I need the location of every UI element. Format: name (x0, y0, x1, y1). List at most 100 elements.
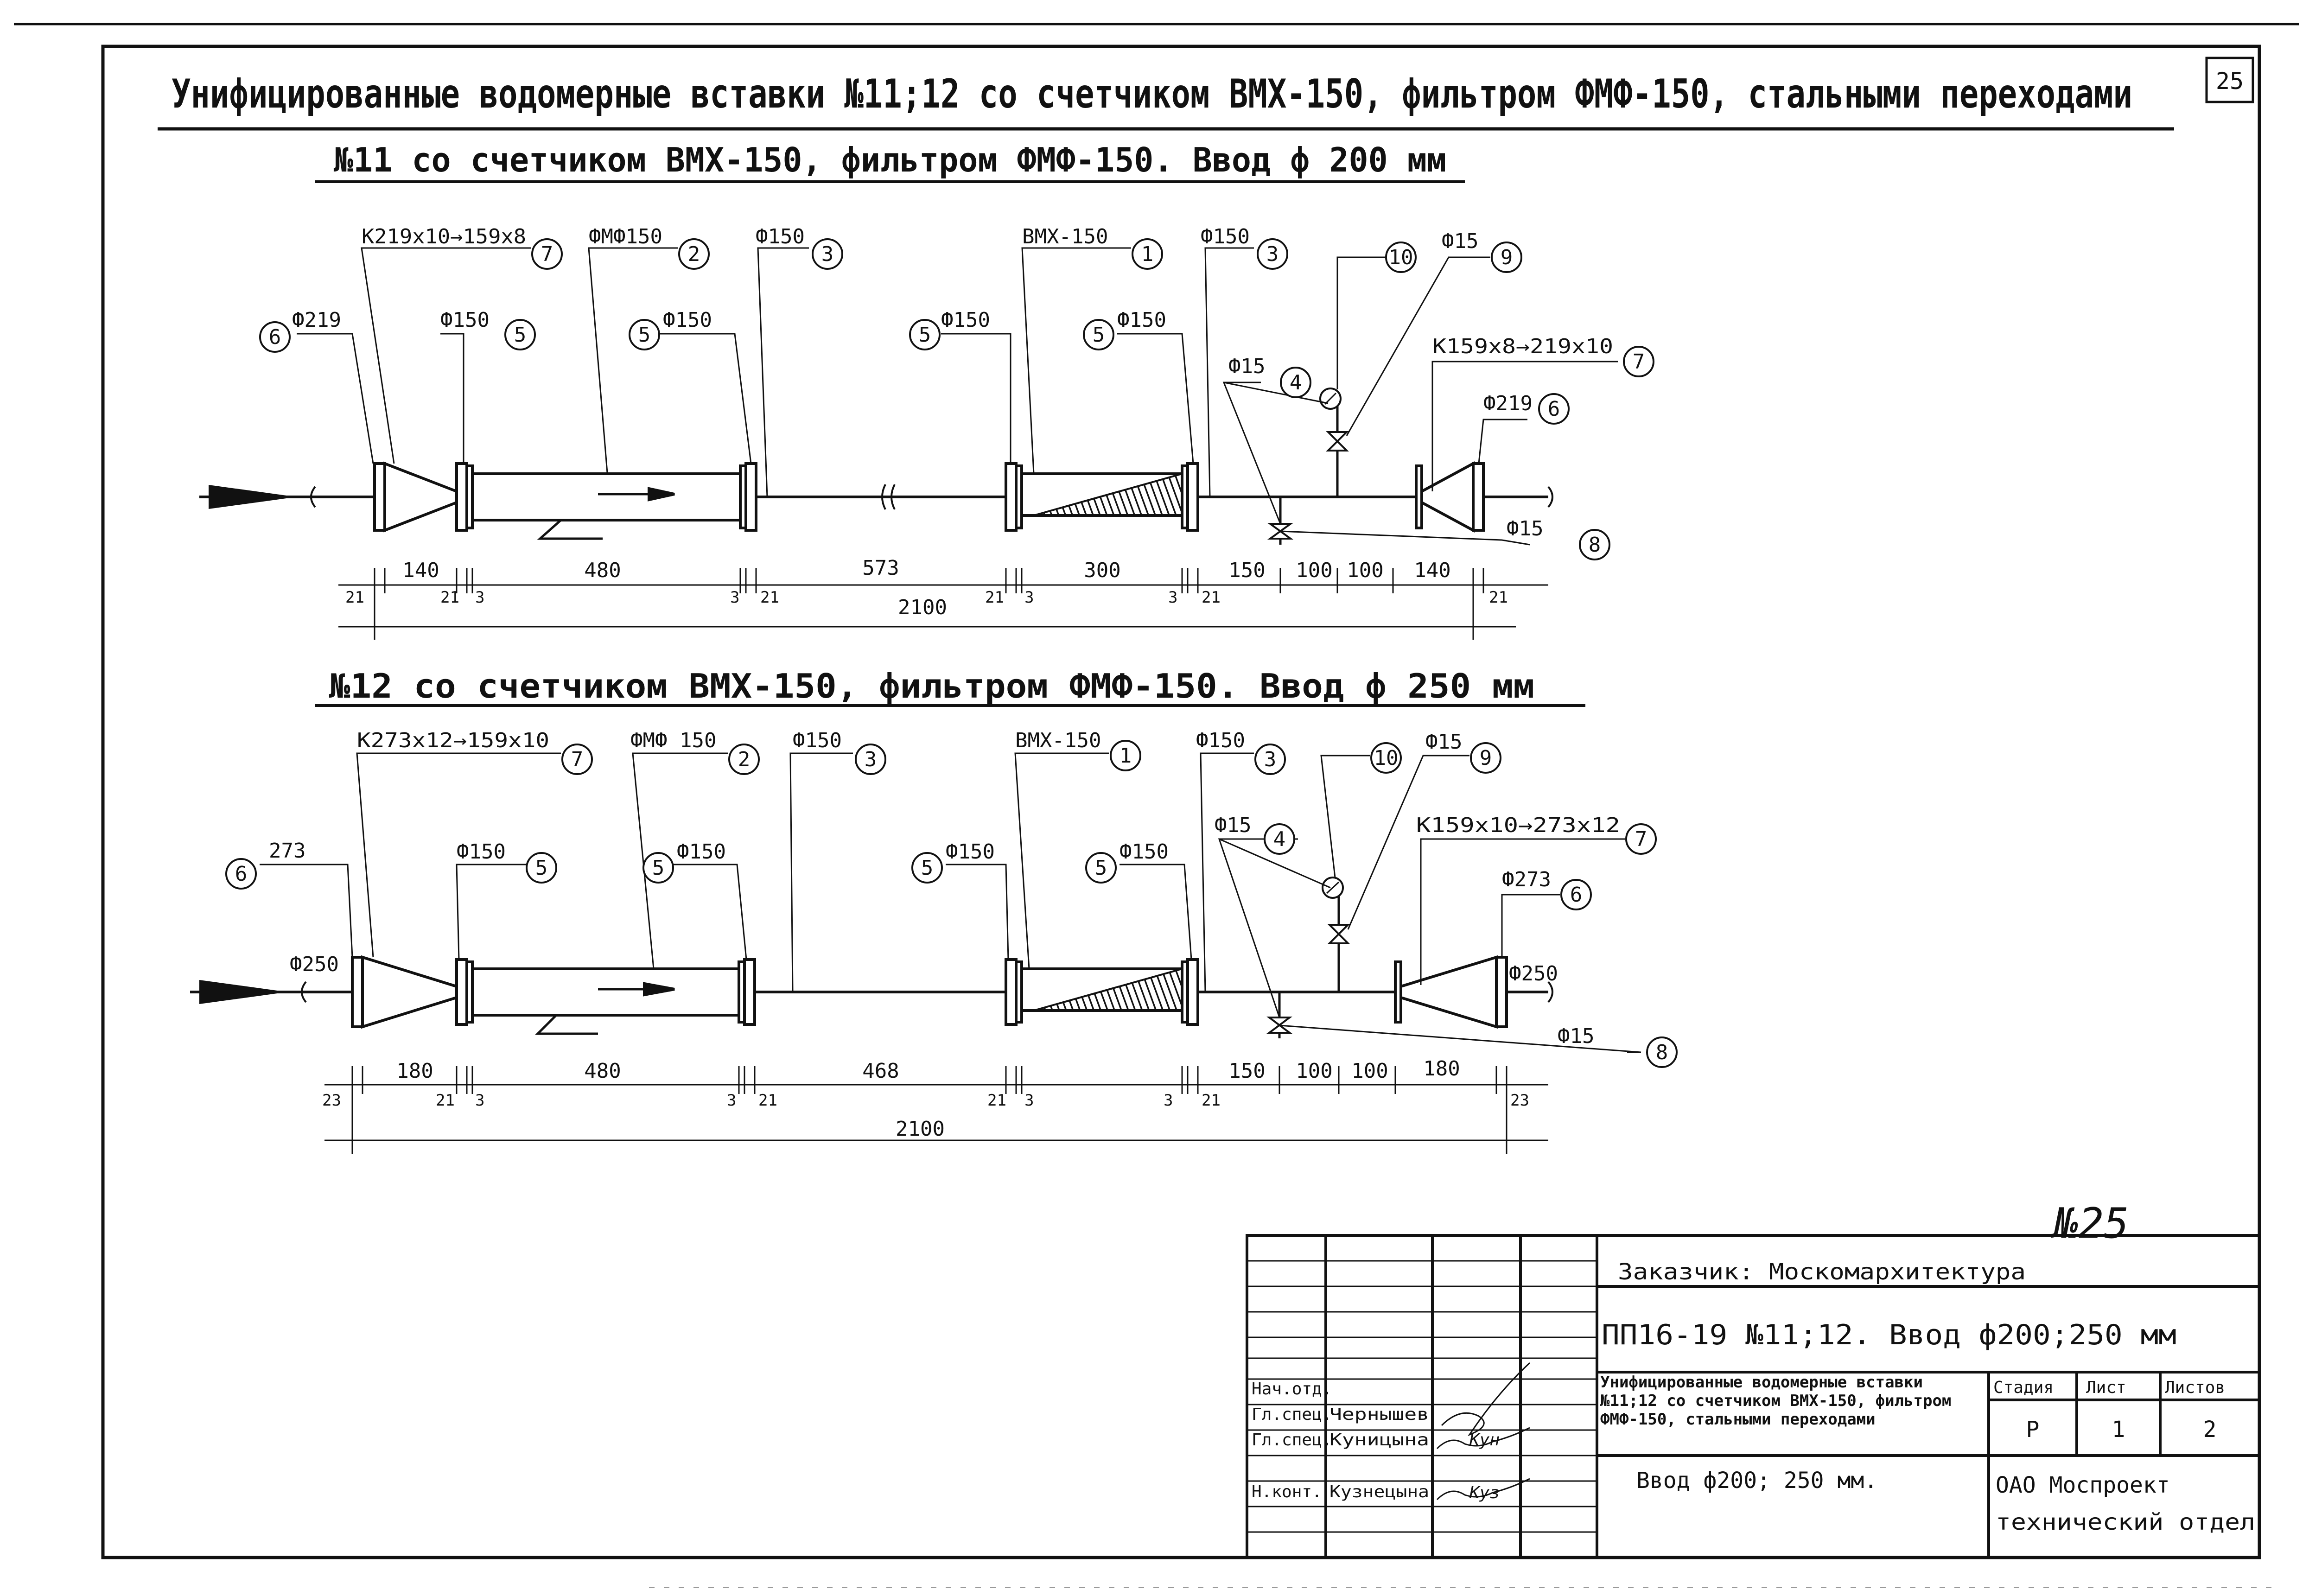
label-5-b: Ф150 (677, 840, 726, 864)
drawing-code: ПП16-19 №11;12. Ввод ф200;250 мм (1602, 1319, 2176, 1351)
dim-300: 300 (1084, 559, 1120, 582)
callout-7-left: 7 (541, 242, 553, 266)
dim-140: 140 (402, 559, 439, 582)
drawing-subtitle: Ввод ф200; 250 мм. (1636, 1468, 1877, 1494)
dim-21-c: 21 (987, 1091, 1006, 1110)
sheet-number-box (2207, 58, 2253, 102)
sheet-header: Лист (2086, 1378, 2126, 1397)
callout-8: 8 (1589, 533, 1601, 557)
dim-180: 180 (396, 1059, 433, 1083)
callout-3-a: 3 (865, 748, 877, 771)
label-6-left: Ф219 (292, 308, 341, 332)
dim-100-a: 100 (1296, 1059, 1332, 1083)
label-7-right: К159x10→273x12 (1416, 814, 1620, 837)
label-7-right: К159x8→219x10 (1432, 335, 1613, 358)
sheet-frame (14, 24, 2299, 1558)
role-1: Нач.отд. (1252, 1380, 1332, 1399)
sheet-number: 25 (2216, 68, 2244, 95)
callout-10: 10 (1374, 746, 1399, 770)
sheet-value: 1 (2112, 1417, 2125, 1443)
callout-6-right: 6 (1548, 397, 1560, 421)
label-250-right: Ф250 (1509, 962, 1558, 986)
organization-department: технический отдел (1996, 1509, 2255, 1535)
name-3: Куницына (1329, 1431, 1429, 1450)
customer: Заказчик: Москомархитектура (1618, 1259, 2026, 1285)
callout-3-a: 3 (821, 242, 834, 266)
callout-9: 9 (1501, 246, 1513, 269)
insert-12-heading: №12 со счетчиком ВМХ-150, фильтром ФМФ-1… (329, 667, 1534, 706)
label-1: ВМХ-150 (1015, 729, 1101, 752)
callout-7-right: 7 (1633, 350, 1645, 374)
dim-573: 573 (862, 556, 899, 580)
callout-5-d: 5 (1093, 323, 1105, 347)
label-7-left: К273x12→159x10 (357, 729, 549, 752)
label-3-a: Ф150 (756, 225, 805, 248)
name-2: Чернышев (1329, 1405, 1429, 1424)
insert-12-scheme: №12 со счетчиком ВМХ-150, фильтром ФМФ-1… (190, 667, 1677, 1154)
dim-480: 480 (584, 1059, 621, 1083)
organization-name: ОАО Моспроект (1996, 1472, 2170, 1498)
label-4: Ф15 (1215, 814, 1251, 837)
dim-21-b: 21 (758, 1091, 777, 1110)
callout-5-a: 5 (514, 323, 527, 347)
dim-23-b: 23 (1510, 1091, 1529, 1110)
dim-480: 480 (584, 559, 621, 582)
dim-3-a: 3 (475, 588, 484, 607)
callout-10: 10 (1389, 246, 1413, 269)
callout-3-b: 3 (1266, 242, 1279, 266)
label-5-c: Ф150 (946, 840, 995, 864)
callout-7-right: 7 (1635, 827, 1647, 851)
label-9: Ф15 (1425, 730, 1462, 754)
sheets-header: Листов (2165, 1378, 2225, 1397)
dim-23-a: 23 (322, 1091, 341, 1110)
callout-6-left: 6 (235, 862, 248, 886)
callout-6-right: 6 (1570, 883, 1583, 907)
callout-7-left: 7 (571, 748, 584, 771)
label-2: ФМФ150 (589, 225, 662, 248)
dim-total: 2100 (898, 596, 947, 619)
label-5-d: Ф150 (1120, 840, 1169, 864)
role-2: Гл.спец. (1252, 1405, 1332, 1424)
label-5-d: Ф150 (1117, 308, 1166, 332)
dim-468: 468 (862, 1059, 899, 1083)
label-6-right: Ф219 (1483, 392, 1533, 415)
dim-21-e: 21 (1202, 588, 1221, 607)
label-8: Ф15 (1558, 1024, 1594, 1048)
callout-5-a: 5 (535, 856, 548, 880)
dim-21-a: 21 (345, 588, 364, 607)
label-3-a: Ф150 (793, 729, 842, 752)
dim-100-a: 100 (1296, 559, 1332, 582)
callout-1: 1 (1141, 242, 1154, 266)
label-3-b: Ф150 (1196, 729, 1245, 752)
callout-3-b: 3 (1264, 748, 1277, 771)
callout-5-c: 5 (921, 856, 934, 880)
label-5-a: Ф150 (457, 840, 506, 864)
callout-8: 8 (1656, 1041, 1668, 1064)
label-5-b: Ф150 (663, 308, 712, 332)
role-3: Гл.спец. (1252, 1431, 1332, 1450)
signature-3: Кун (1469, 1431, 1500, 1450)
dim-3-c: 3 (1024, 1091, 1034, 1110)
callout-2: 2 (738, 748, 751, 771)
dim-21-c: 21 (760, 588, 779, 607)
label-5-a: Ф150 (440, 308, 490, 332)
label-6-left: 273 (269, 839, 305, 863)
label-7-left: К219x10→159x8 (362, 225, 526, 248)
signature-4: Куз (1469, 1483, 1500, 1502)
page-mark: №25 (2051, 1199, 2129, 1248)
dim-21-d: 21 (985, 588, 1004, 607)
dim-21-a: 21 (436, 1091, 455, 1110)
label-8: Ф15 (1507, 517, 1543, 540)
insert-11-heading: №11 со счетчиком ВМХ-150, фильтром ФМФ-1… (333, 140, 1446, 179)
dim-3-a: 3 (475, 1091, 484, 1110)
dim-3-d: 3 (1168, 588, 1177, 607)
dim-total: 2100 (896, 1117, 945, 1141)
label-1: ВМХ-150 (1022, 225, 1108, 248)
dim-150: 150 (1228, 1059, 1265, 1083)
label-9: Ф15 (1442, 229, 1478, 253)
callout-2: 2 (688, 242, 700, 266)
stage-value: Р (2026, 1417, 2040, 1443)
main-title: Унифицированные водомерные вставки №11;1… (172, 71, 2132, 117)
signature-marks (1437, 1363, 1530, 1500)
